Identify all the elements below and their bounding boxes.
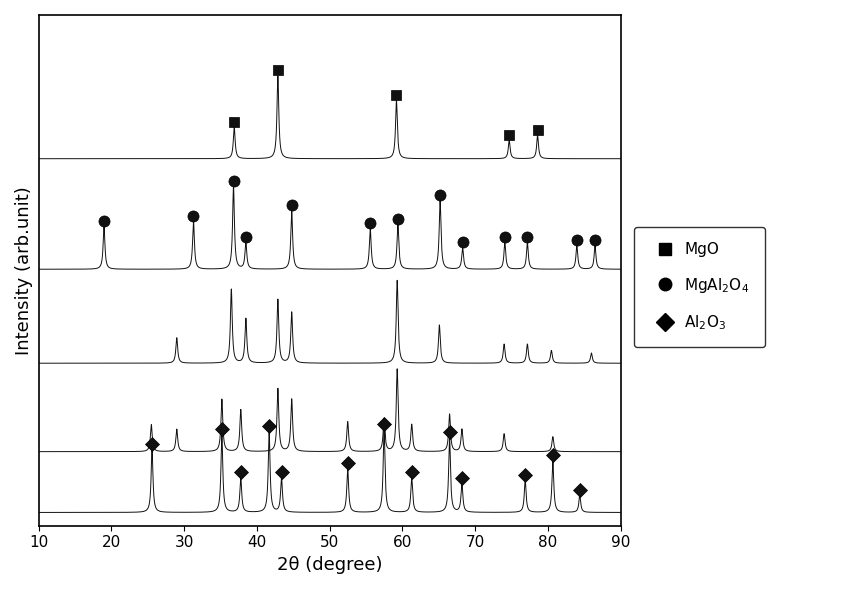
Legend: MgO, MgAl$_2$O$_4$, Al$_2$O$_3$: MgO, MgAl$_2$O$_4$, Al$_2$O$_3$	[634, 227, 765, 347]
X-axis label: 2θ (degree): 2θ (degree)	[277, 556, 382, 574]
Y-axis label: Intensity (arb.unit): Intensity (arb.unit)	[15, 186, 33, 355]
